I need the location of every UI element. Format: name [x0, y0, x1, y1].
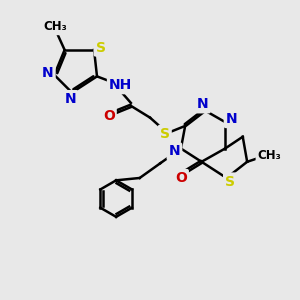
- Text: N: N: [226, 112, 237, 126]
- Text: N: N: [169, 145, 180, 158]
- Text: O: O: [103, 109, 115, 123]
- Text: S: S: [225, 175, 235, 188]
- Text: N: N: [42, 66, 54, 80]
- Text: S: S: [95, 40, 106, 55]
- Text: S: S: [160, 127, 170, 141]
- Text: CH₃: CH₃: [43, 20, 67, 33]
- Text: O: O: [175, 171, 187, 185]
- Text: NH: NH: [109, 78, 132, 92]
- Text: N: N: [65, 92, 76, 106]
- Text: CH₃: CH₃: [257, 149, 281, 162]
- Text: N: N: [197, 98, 209, 111]
